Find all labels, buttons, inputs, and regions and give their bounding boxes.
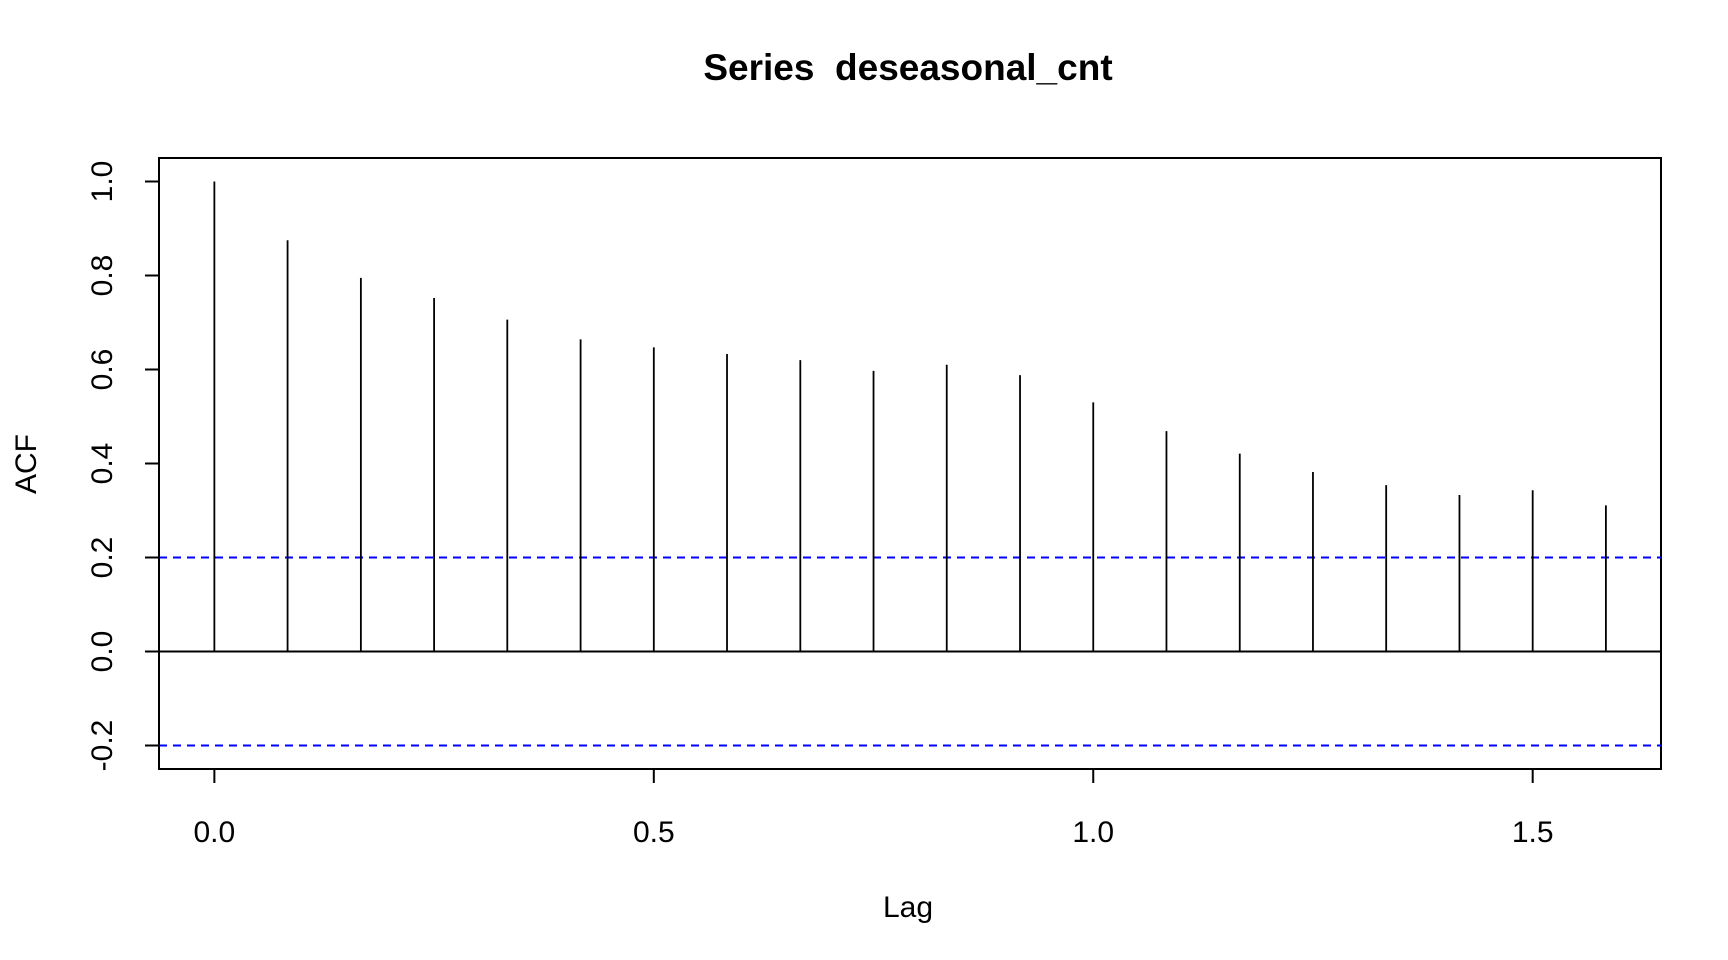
y-tick-label: 1.0	[86, 161, 119, 203]
x-tick-label: 0.0	[194, 816, 236, 849]
y-tick-label: 0.2	[86, 537, 119, 579]
confidence-bounds	[159, 556, 1661, 747]
acf-bars	[213, 181, 1607, 652]
x-axis: 0.0 0.5 1.0 1.5	[194, 768, 1554, 849]
chart-title: Series deseasonal_cnt	[703, 47, 1112, 88]
y-axis: -0.2 0.0 0.2 0.4 0.6 0.8 1.0	[86, 161, 160, 772]
y-tick-label: 0.4	[86, 443, 119, 485]
y-tick-label: 0.0	[86, 631, 119, 673]
y-axis-label: ACF	[10, 434, 43, 494]
plot-frame	[158, 157, 1662, 770]
x-tick-label: 0.5	[633, 816, 675, 849]
x-axis-label: Lag	[883, 891, 933, 924]
y-tick-label: 0.6	[86, 349, 119, 391]
x-tick-label: 1.0	[1072, 816, 1114, 849]
y-tick-label: -0.2	[86, 720, 119, 772]
y-tick-label: 0.8	[86, 255, 119, 297]
x-tick-label: 1.5	[1512, 816, 1554, 849]
